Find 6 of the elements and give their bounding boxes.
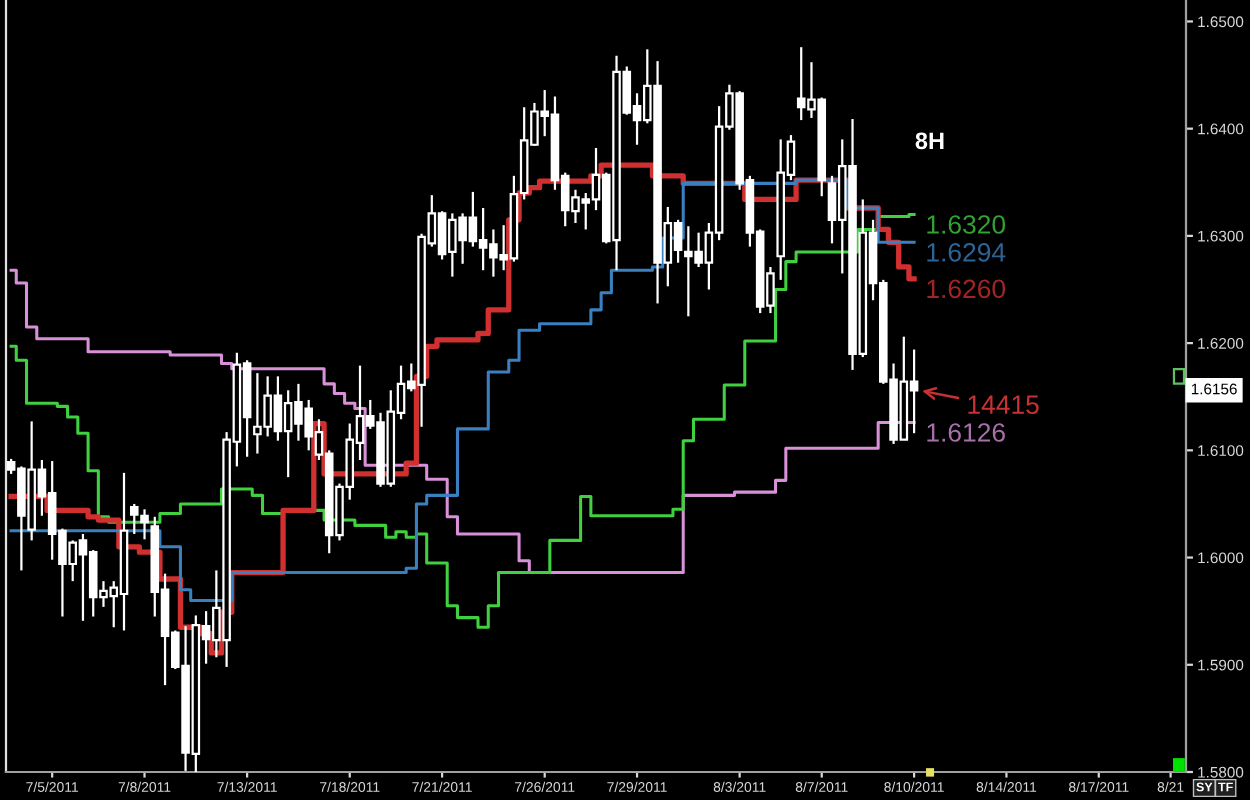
data-label: 1.6320 xyxy=(927,215,1006,234)
data-label: 1.6126 xyxy=(927,423,1005,442)
text: 8H xyxy=(915,132,944,150)
data-label: 1.6260 xyxy=(927,279,1006,299)
data-label: 1.6294 xyxy=(927,243,1006,262)
annotation: 14415 xyxy=(968,395,1039,415)
